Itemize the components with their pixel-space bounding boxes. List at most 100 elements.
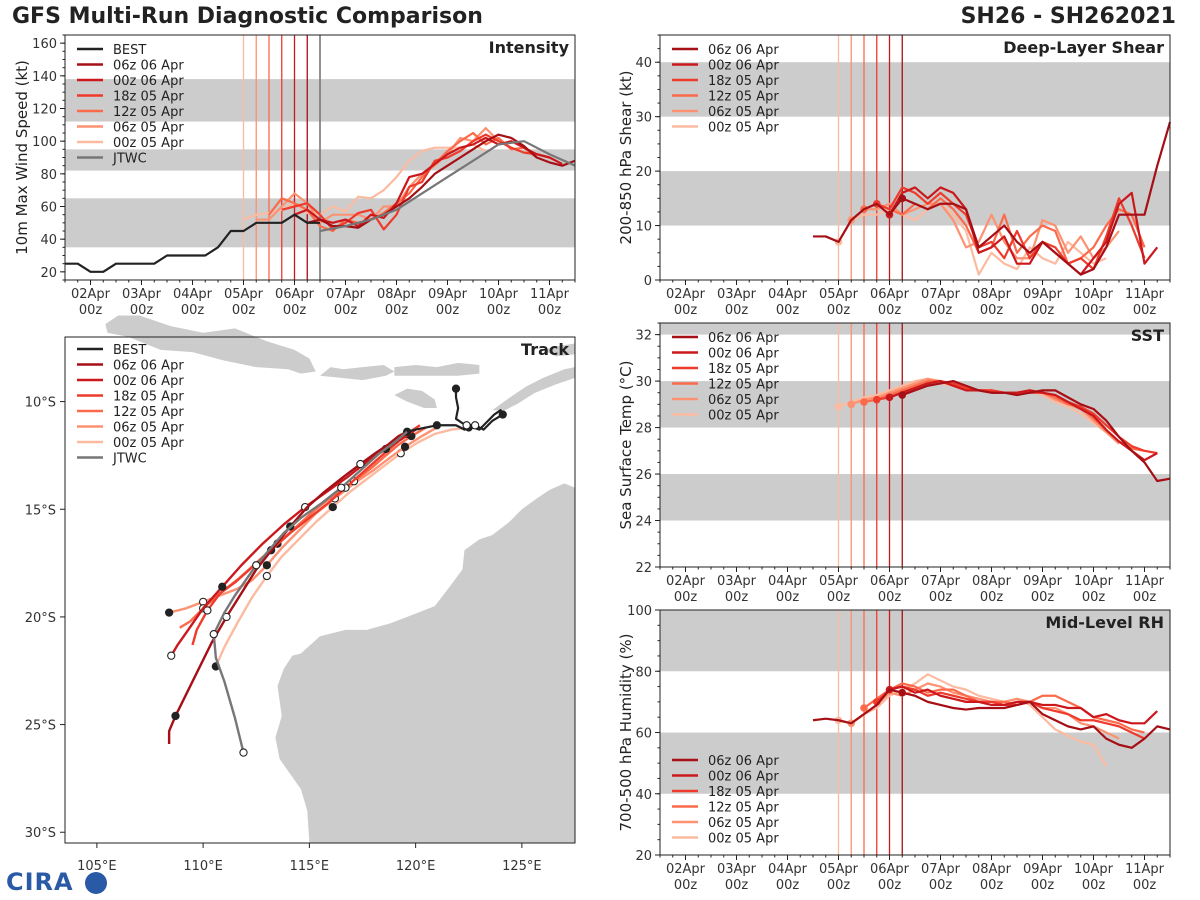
rh-series-12z-05-apr [863, 682, 1145, 734]
sst-legend-label-06z-06-apr: 06z 06 Apr [708, 331, 779, 346]
shear-legend-label-00z-05-apr: 00z 05 Apr [708, 121, 779, 136]
rh-xtick-day: 11Apr [1125, 862, 1165, 877]
rh-ytick-label: 60 [635, 727, 652, 742]
shear-xtick-hour: 00z [827, 303, 851, 318]
sst-init-point-00z-06-apr [885, 393, 894, 402]
sst-xtick-day: 05Apr [819, 574, 859, 589]
wetar-land [543, 343, 575, 357]
sumba-land [394, 388, 437, 409]
lombok-sumbawa-land [320, 364, 395, 381]
rh-legend-label-18z-05-apr: 18z 05 Apr [708, 785, 779, 800]
shear-xtick-hour: 00z [674, 303, 698, 318]
track-legend-label-00z-06-apr: 00z 06 Apr [113, 374, 184, 389]
shear-series-12z-05-apr [863, 197, 1146, 265]
rh-series-00z-05-apr [838, 673, 1108, 767]
sst-series-00z-06-apr [889, 379, 1158, 462]
rh-ylabel: 700-500 hPa Humidity (%) [617, 633, 635, 831]
rh-xtick-day: 03Apr [717, 862, 757, 877]
shear-xtick-hour: 00z [878, 303, 902, 318]
shear-xtick-hour: 00z [929, 303, 953, 318]
track-point-00z-05-apr [328, 502, 337, 512]
track-legend-label-06z-06-apr: 06z 06 Apr [113, 359, 184, 374]
intensity-ylabel: 10m Max Wind Speed (kt) [13, 60, 31, 255]
track-legend-label-best: BEST [113, 343, 146, 358]
storm-id-title: SH26 - SH262021 [960, 4, 1176, 29]
track-legend-label-jtwc: JTWC [112, 452, 147, 467]
sst-xtick-day: 10Apr [1074, 574, 1114, 589]
rh-xtick-hour: 00z [929, 878, 953, 893]
rh-xtick-hour: 00z [878, 878, 902, 893]
shear-xtick-day: 09Apr [1023, 287, 1063, 302]
track-point-00z-05-apr [262, 571, 272, 581]
rh-xtick-hour: 00z [776, 878, 800, 893]
intensity-xtick-day: 03Apr [122, 287, 162, 302]
sst-xtick-hour: 00z [776, 590, 800, 605]
shear-xtick-day: 02Apr [666, 287, 706, 302]
track-panel-label: Track [521, 340, 569, 359]
rh-series-18z-05-apr [875, 685, 1145, 740]
intensity-xtick-hour: 00z [130, 303, 154, 318]
shear-series-00z-06-apr [888, 186, 1159, 276]
shear-band-0 [660, 171, 1170, 226]
rh-series-06z-05-apr [850, 682, 1120, 740]
sst-legend-label-00z-05-apr: 00z 05 Apr [708, 409, 779, 424]
shear-xtick-day: 05Apr [819, 287, 859, 302]
chart-title: GFS Multi-Run Diagnostic Comparison [12, 4, 483, 29]
rh-xtick-day: 10Apr [1074, 862, 1114, 877]
track-point-jtwc [252, 561, 261, 570]
rh-xtick-hour: 00z [1133, 878, 1157, 893]
intensity-xtick-hour: 00z [283, 303, 307, 318]
sst-init-point-12z-05-apr [860, 398, 868, 406]
rh-ytick-label: 80 [635, 665, 652, 680]
shear-ytick-label: 30 [635, 111, 652, 126]
sst-init-point-18z-05-apr [872, 395, 881, 404]
rh-xtick-hour: 00z [725, 878, 749, 893]
rh-legend-label-00z-06-apr: 00z 06 Apr [708, 770, 779, 785]
intensity-series-00z-06-apr [294, 136, 563, 228]
intensity-xtick-day: 09Apr [428, 287, 468, 302]
cira-logo-text: CIRA [6, 868, 74, 896]
sst-ytick-label: 32 [635, 329, 652, 344]
intensity-xtick-day: 02Apr [71, 287, 111, 302]
sst-series-06z-06-apr [901, 379, 1171, 483]
track-legend-label-00z-05-apr: 00z 05 Apr [113, 436, 184, 451]
sst-xtick-day: 09Apr [1023, 574, 1063, 589]
rh-legend-label-00z-05-apr: 00z 05 Apr [708, 832, 779, 847]
sst-band-2 [660, 323, 1170, 335]
shear-xtick-hour: 00z [980, 303, 1004, 318]
track-point-best [462, 421, 471, 430]
sst-xtick-hour: 00z [1031, 590, 1055, 605]
sst-ytick-label: 30 [635, 375, 652, 390]
track-legend-label-06z-05-apr: 06z 05 Apr [113, 421, 184, 436]
sst-xtick-hour: 00z [929, 590, 953, 605]
sst-legend-label-00z-06-apr: 00z 06 Apr [708, 347, 779, 362]
track-xtick-label: 125°E [502, 859, 542, 874]
shear-xtick-day: 10Apr [1074, 287, 1114, 302]
intensity-xtick-day: 06Apr [275, 287, 315, 302]
intensity-ytick-label: 100 [32, 135, 57, 150]
sst-xtick-hour: 00z [878, 590, 902, 605]
track-point-best [470, 421, 480, 430]
sst-init-point-06z-06-apr [898, 391, 907, 399]
sst-xtick-hour: 00z [1082, 590, 1106, 605]
shear-legend-label-18z-05-apr: 18z 05 Apr [708, 74, 779, 89]
track-point-06z-06-apr [171, 711, 180, 721]
shear-xtick-day: 04Apr [768, 287, 808, 302]
intensity-ytick-label: 120 [32, 103, 57, 118]
intensity-xtick-day: 04Apr [173, 287, 213, 302]
shear-ytick-label: 20 [635, 165, 652, 180]
rh-panel-label: Mid-Level RH [1045, 613, 1164, 632]
intensity-ytick-label: 140 [32, 70, 57, 85]
shear-legend-label-06z-06-apr: 06z 06 Apr [708, 43, 779, 58]
rh-xtick-day: 08Apr [972, 862, 1012, 877]
intensity-series-06z-06-apr [306, 133, 576, 229]
track-series-12z-05-apr [179, 426, 427, 629]
track-point-00z-06-apr [167, 651, 176, 660]
shear-series-06z-06-apr [813, 121, 1172, 276]
intensity-legend-label-00z-06-apr: 00z 06 Apr [113, 74, 184, 89]
rh-xtick-hour: 00z [674, 878, 698, 893]
shear-ytick-label: 0 [644, 274, 652, 289]
rh-legend-label-12z-05-apr: 12z 05 Apr [708, 801, 779, 816]
rh-xtick-hour: 00z [1082, 878, 1106, 893]
